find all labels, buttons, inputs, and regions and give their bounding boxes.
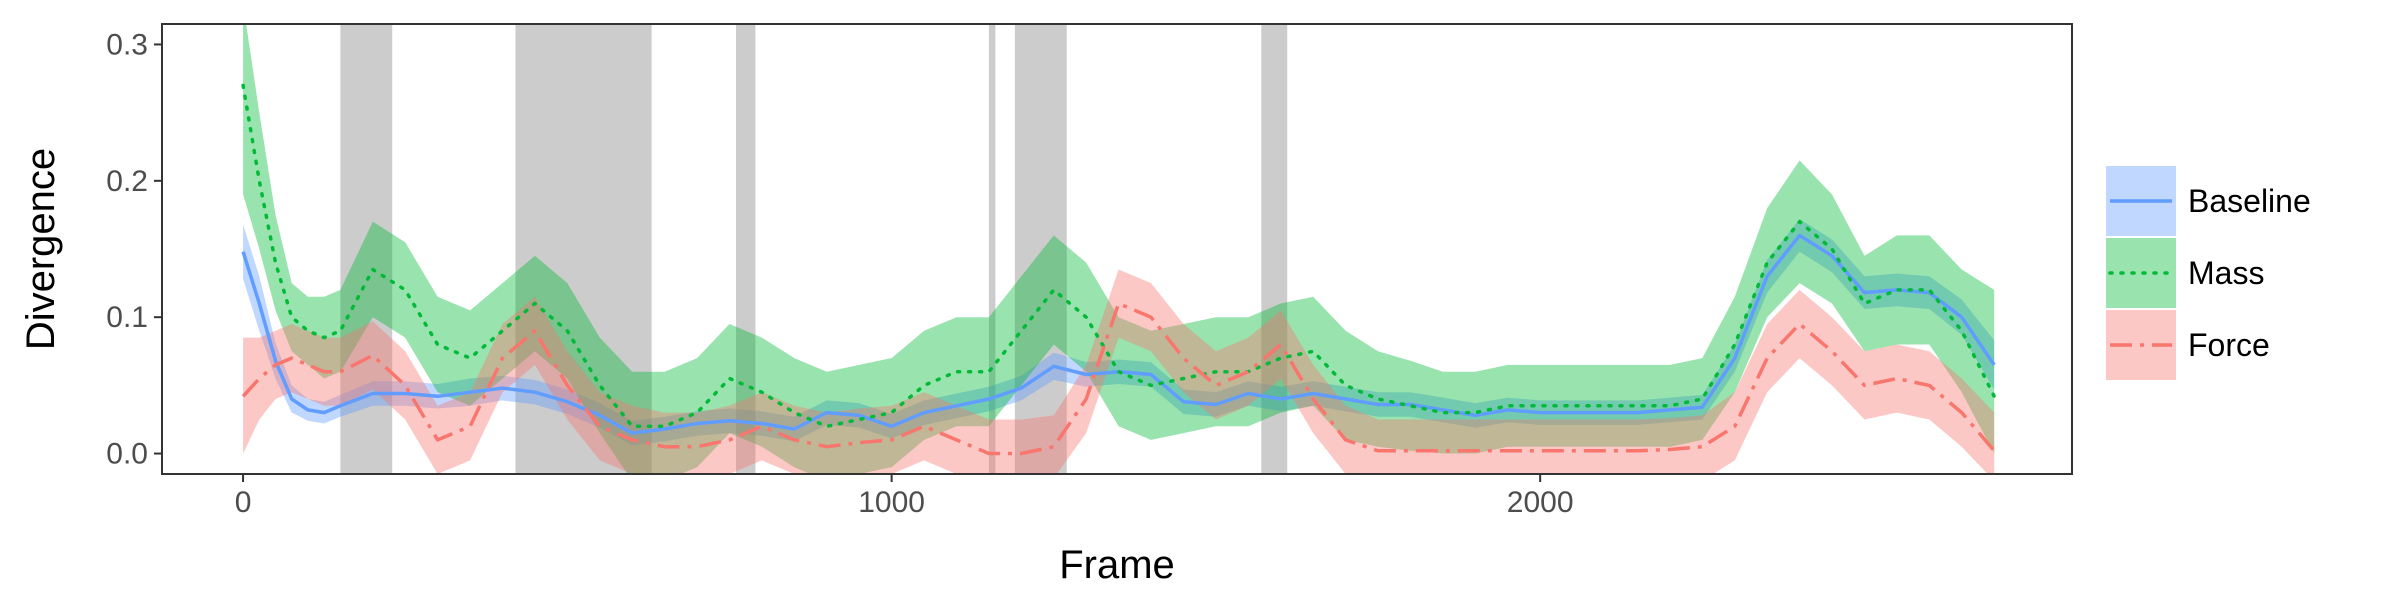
y-tick-label: 0.3 bbox=[106, 28, 148, 61]
shaded-region bbox=[1014, 24, 1067, 474]
y-tick-label: 0.0 bbox=[106, 438, 148, 471]
shaded-regions bbox=[340, 24, 1288, 474]
legend: Baseline Mass Force bbox=[2106, 166, 2311, 380]
shaded-region bbox=[735, 24, 756, 474]
band-force bbox=[243, 269, 1995, 474]
y-axis-title: Divergence bbox=[19, 148, 63, 350]
shaded-region bbox=[515, 24, 652, 474]
legend-label-mass: Mass bbox=[2188, 255, 2264, 291]
shaded-region bbox=[340, 24, 393, 474]
confidence-bands bbox=[243, 24, 1995, 474]
x-axis-title: Frame bbox=[1059, 543, 1175, 587]
line-mass bbox=[241, 83, 1996, 429]
axis-ticks: 0 1000 2000 0.0 0.1 0.2 0.3 bbox=[106, 28, 1573, 519]
y-tick-label: 0.2 bbox=[106, 165, 148, 198]
y-tick-label: 0.1 bbox=[106, 301, 148, 334]
x-tick-label: 0 bbox=[235, 486, 252, 519]
series-lines bbox=[241, 83, 1996, 456]
legend-label-force: Force bbox=[2188, 327, 2270, 363]
line-baseline bbox=[241, 233, 1996, 435]
band-baseline bbox=[243, 219, 1995, 446]
line-force bbox=[241, 301, 1996, 456]
x-tick-label: 2000 bbox=[1507, 486, 1574, 519]
band-mass bbox=[243, 24, 1995, 474]
legend-label-baseline: Baseline bbox=[2188, 183, 2311, 219]
x-tick-label: 1000 bbox=[858, 486, 925, 519]
shaded-region bbox=[988, 24, 996, 474]
plot-panel-border bbox=[161, 23, 2073, 475]
